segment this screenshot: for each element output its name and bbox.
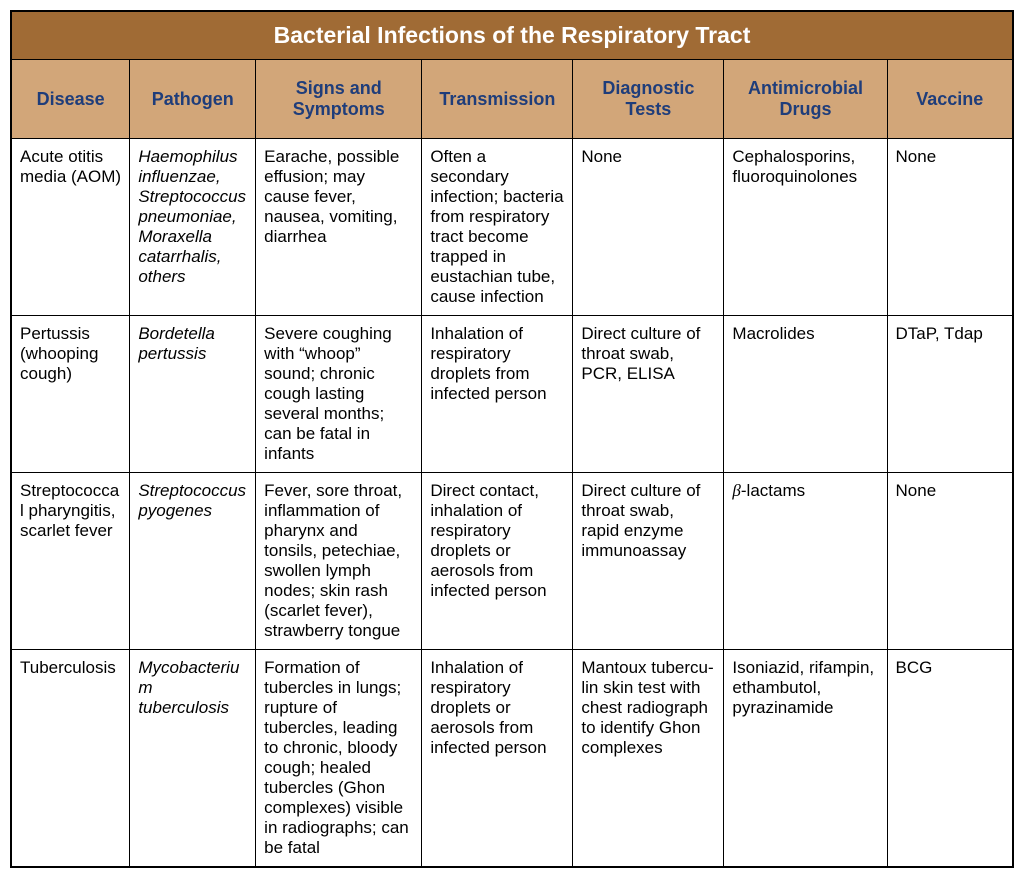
table-row: Tuberculosis Mycobacterium tuberculosis …	[11, 650, 1013, 868]
cell-drugs: Macrolides	[724, 316, 887, 473]
cell-transmission: Inhalation of respiratory droplets or ae…	[422, 650, 573, 868]
col-drugs: Antimicrobial Drugs	[724, 60, 887, 139]
cell-vaccine: BCG	[887, 650, 1013, 868]
drugs-text: -lactams	[741, 481, 805, 500]
cell-disease: Pertussis (whooping cough)	[11, 316, 130, 473]
header-row: Disease Pathogen Signs and Symptoms Tran…	[11, 60, 1013, 139]
cell-pathogen: Streptococcus pyogenes	[130, 473, 256, 650]
col-tests: Diagnostic Tests	[573, 60, 724, 139]
cell-transmission: Direct contact, inhalation of respirator…	[422, 473, 573, 650]
col-signs: Signs and Symptoms	[256, 60, 422, 139]
cell-vaccine: None	[887, 473, 1013, 650]
cell-pathogen: Mycobacterium tuberculosis	[130, 650, 256, 868]
title-row: Bacterial Infections of the Respiratory …	[11, 11, 1013, 60]
cell-tests: None	[573, 139, 724, 316]
cell-tests: Mantoux tubercu­lin skin test with chest…	[573, 650, 724, 868]
cell-drugs: β-lactams	[724, 473, 887, 650]
cell-signs: Formation of tubercles in lungs; rupture…	[256, 650, 422, 868]
col-vaccine: Vaccine	[887, 60, 1013, 139]
cell-vaccine: DTaP, Tdap	[887, 316, 1013, 473]
cell-signs: Severe coughing with “whoop” sound; chro…	[256, 316, 422, 473]
table-title: Bacterial Infections of the Respiratory …	[11, 11, 1013, 60]
cell-signs: Earache, possible effusion; may cause fe…	[256, 139, 422, 316]
cell-disease: Tuberculosis	[11, 650, 130, 868]
cell-disease: Acute otitis media (AOM)	[11, 139, 130, 316]
cell-disease: Streptococcal pharyngitis, scarlet fever	[11, 473, 130, 650]
col-pathogen: Pathogen	[130, 60, 256, 139]
cell-signs: Fever, sore throat, inflamma­tion of pha…	[256, 473, 422, 650]
cell-vaccine: None	[887, 139, 1013, 316]
col-transmission: Transmission	[422, 60, 573, 139]
cell-transmission: Often a secondary infection; bacteria fr…	[422, 139, 573, 316]
cell-drugs: Cephalosporins, fluoroquinolones	[724, 139, 887, 316]
cell-transmission: Inhalation of respiratory droplets from …	[422, 316, 573, 473]
cell-pathogen: Haemophilus influenzae, Streptococcus pn…	[130, 139, 256, 316]
col-disease: Disease	[11, 60, 130, 139]
infections-table: Bacterial Infections of the Respiratory …	[10, 10, 1014, 868]
beta-symbol: β	[732, 481, 740, 500]
cell-tests: Direct culture of throat swab, rapid enz…	[573, 473, 724, 650]
table-row: Acute otitis media (AOM) Haemophilus inf…	[11, 139, 1013, 316]
cell-pathogen: Bordetella pertussis	[130, 316, 256, 473]
cell-drugs: Isoniazid, rifampin, ethambutol, pyrazin…	[724, 650, 887, 868]
table-row: Streptococcal pharyngitis, scarlet fever…	[11, 473, 1013, 650]
table-row: Pertussis (whooping cough) Bordetella pe…	[11, 316, 1013, 473]
cell-tests: Direct culture of throat swab, PCR, ELIS…	[573, 316, 724, 473]
